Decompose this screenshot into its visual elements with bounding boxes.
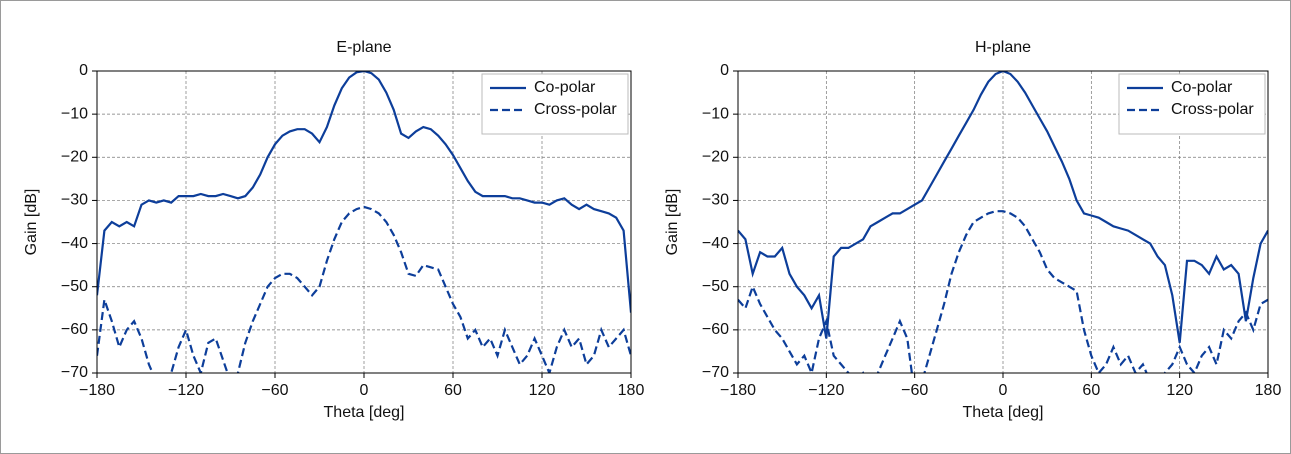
x-tick-label: 180 — [618, 382, 645, 399]
legend-label: Co-polar — [1171, 79, 1233, 96]
chart-title: E-plane — [336, 39, 391, 56]
x-tick-label: 180 — [1255, 382, 1282, 399]
axes-frame — [96, 70, 632, 374]
y-tick-label: −70 — [61, 364, 88, 381]
series-line — [97, 205, 631, 373]
y-tick-label: −60 — [61, 321, 88, 338]
y-tick-label: −30 — [61, 192, 88, 209]
x-tick-label: 120 — [1166, 382, 1193, 399]
x-tick-label: 0 — [360, 382, 369, 399]
y-tick-label: −70 — [702, 364, 729, 381]
x-tick-label: 60 — [1082, 382, 1100, 399]
legend-label: Co-polar — [534, 79, 596, 96]
x-tick-label: −60 — [901, 382, 928, 399]
x-axis-label: Theta [deg] — [324, 404, 405, 421]
legend-box — [1118, 73, 1266, 135]
x-tick-label: 120 — [529, 382, 556, 399]
x-tick-label: 60 — [444, 382, 462, 399]
y-tick-label: −60 — [702, 321, 729, 338]
x-axis-label: Theta [deg] — [963, 404, 1044, 421]
y-tick-label: −50 — [61, 278, 88, 295]
y-tick-label: −10 — [61, 105, 88, 122]
y-tick-label: 0 — [720, 62, 729, 79]
legend-label: Cross-polar — [1171, 101, 1254, 118]
y-tick-label: −20 — [61, 149, 88, 166]
chart-title: H-plane — [975, 39, 1031, 56]
y-tick-label: −40 — [702, 235, 729, 252]
x-tick-label: 0 — [999, 382, 1008, 399]
x-tick-label: −60 — [261, 382, 288, 399]
y-tick-label: −30 — [702, 192, 729, 209]
series-line — [97, 71, 631, 313]
y-axis-label: Gain [dB] — [664, 189, 681, 256]
series-line — [738, 210, 1268, 373]
legend-box — [481, 73, 629, 135]
x-tick-label: −180 — [79, 382, 115, 399]
y-tick-label: −10 — [702, 105, 729, 122]
y-tick-label: 0 — [79, 62, 88, 79]
y-axis-label: Gain [dB] — [23, 189, 40, 256]
y-tick-label: −50 — [702, 278, 729, 295]
y-tick-label: −40 — [61, 235, 88, 252]
x-tick-label: −180 — [720, 382, 756, 399]
axes-frame — [737, 70, 1269, 374]
x-tick-label: −120 — [168, 382, 204, 399]
x-tick-label: −120 — [808, 382, 844, 399]
series-line — [738, 71, 1268, 343]
y-tick-label: −20 — [702, 149, 729, 166]
legend-label: Cross-polar — [534, 101, 617, 118]
